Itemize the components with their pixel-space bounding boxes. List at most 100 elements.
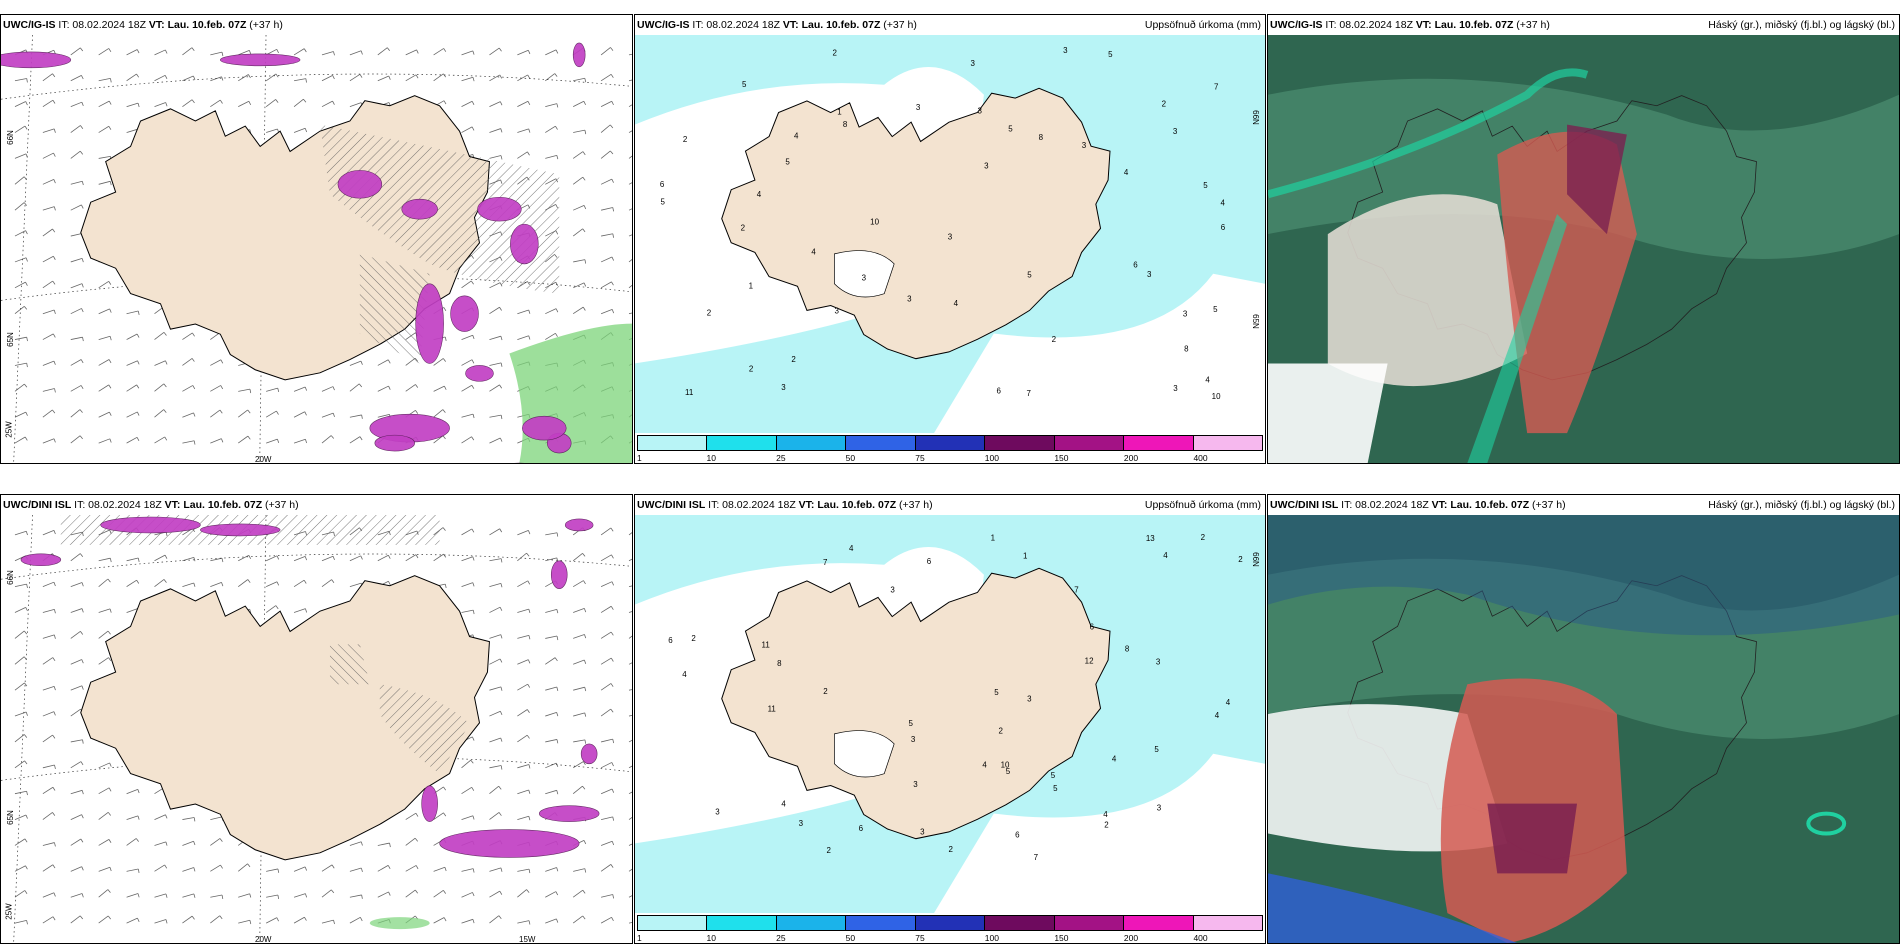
- lon-label-20w: 20W: [255, 455, 272, 464]
- precip-value: 5: [994, 688, 999, 697]
- high-cloud-dense: [1487, 803, 1578, 874]
- legend-ticks: 1 10 25 50 75 100 150 200 400: [637, 933, 1263, 943]
- legend-tick-label: 200: [1123, 453, 1139, 463]
- panel-title: Háský (gr.), miðský (fj.bl.) og lágský (…: [1708, 499, 1895, 511]
- snow-precip-blob: [538, 805, 600, 822]
- panel-header: UWC/DINI ISL IT: 08.02.2024 18Z VT: Lau.…: [1, 495, 632, 515]
- graticule: [1, 515, 632, 943]
- panel-title: Háský (gr.), miðský (fj.bl.) og lágský (…: [1708, 19, 1895, 31]
- precip-value-labels: 8584105333253432346234321351126731023456…: [660, 46, 1226, 401]
- legend-swatch: [638, 436, 708, 450]
- precip-value: 2: [826, 846, 831, 855]
- precip-value: 4: [1221, 198, 1226, 207]
- precip-value: 8: [1125, 645, 1130, 654]
- precip-value: 4: [849, 544, 854, 553]
- snow-precip-blob: [564, 518, 594, 532]
- legend-tick-label: 75: [915, 933, 925, 943]
- legend-swatch: [1193, 916, 1262, 930]
- precip-value: 6: [1090, 622, 1095, 631]
- panel-header: UWC/IG-IS IT: 08.02.2024 18Z VT: Lau. 10…: [1, 15, 632, 35]
- precip-value: 7: [1034, 853, 1039, 862]
- lon-label-25w: 25W: [4, 903, 14, 920]
- precip-value: 2: [683, 135, 688, 144]
- valid-time-label: VT: Lau. 10.feb. 07Z: [1415, 19, 1514, 31]
- iceland-land: [80, 575, 490, 861]
- precip-value: 5: [1154, 745, 1159, 754]
- lon-label-20w: 20W: [255, 935, 272, 944]
- precip-value: 3: [1156, 658, 1161, 667]
- precip-value: 5: [1008, 124, 1013, 133]
- valid-time-label: VT: Lau. 10.feb. 07Z: [164, 499, 263, 511]
- snow-precip-blob: [477, 196, 522, 222]
- legend-tick-label: 100: [984, 453, 999, 463]
- snow-hatch: [359, 253, 430, 364]
- legend-ticks: 1 10 25 50 75 100 150 200 400: [637, 453, 1263, 463]
- legend-swatch: [985, 436, 1055, 450]
- precip-value: 2: [1052, 335, 1057, 344]
- legend-tick-label: 400: [1193, 453, 1208, 463]
- precip-value: 4: [1205, 376, 1210, 385]
- lat-label-65n: 65N: [1251, 314, 1261, 329]
- panel-header: UWC/IG-IS IT: 08.02.2024 18Z VT: Lau. 10…: [635, 15, 1265, 35]
- legend-color-bar: [637, 435, 1263, 451]
- precip-value: 3: [911, 735, 916, 744]
- clear-area: [1327, 194, 1528, 387]
- precip-value: 5: [1051, 771, 1056, 780]
- precip-value: 6: [1221, 223, 1226, 232]
- precip-value: 3: [1063, 46, 1068, 55]
- high-cloud-band: [1467, 214, 1568, 463]
- precip-value: 3: [948, 233, 953, 242]
- glacier: [834, 730, 895, 778]
- model-label: UWC/DINI ISL: [637, 499, 706, 511]
- lead-label: (+37 h): [1532, 499, 1566, 511]
- valid-time-label: VT: Lau. 10.feb. 07Z: [1431, 499, 1530, 511]
- rain-area: [369, 917, 430, 930]
- legend-swatch: [1124, 436, 1194, 450]
- precip-value: 5: [1108, 50, 1113, 59]
- init-time-label: IT: 08.02.2024 18Z: [692, 19, 780, 31]
- valid-time-label: VT: Lau. 10.feb. 07Z: [148, 19, 247, 31]
- precip-value: 3: [1082, 141, 1087, 150]
- precip-value: 3: [978, 107, 983, 116]
- legend-tick-label: 50: [845, 453, 856, 463]
- precip-value: 7: [1074, 585, 1079, 594]
- precip-value: 5: [1053, 784, 1058, 793]
- snow-precip-blob: [401, 198, 438, 220]
- valid-time-label: VT: Lau. 10.feb. 07Z: [782, 19, 881, 31]
- legend-swatch: [707, 436, 777, 450]
- init-time-label: IT: 08.02.2024 18Z: [74, 499, 162, 511]
- precip-value: 5: [1027, 271, 1032, 280]
- precip-value: 4: [1112, 754, 1117, 763]
- precip-value: 5: [1213, 305, 1218, 314]
- high-cloud-band: [1268, 68, 1589, 199]
- lat-label-65n: 65N: [5, 332, 15, 347]
- precip-value: 3: [971, 59, 976, 68]
- map-cloud-cover: [1268, 515, 1899, 943]
- low-cloud-blue: [1268, 873, 1518, 943]
- precip-value: 13: [1146, 534, 1155, 543]
- map-wind-precip: [1, 35, 632, 463]
- precip-value: 2: [1104, 820, 1109, 829]
- precip-value: 4: [1124, 168, 1129, 177]
- precip-value: 3: [1173, 384, 1178, 393]
- precip-value: 6: [1133, 261, 1138, 270]
- high-cloud-dense: [1567, 124, 1627, 235]
- legend-swatch: [1193, 436, 1262, 450]
- lon-label-25w: 25W: [4, 421, 14, 438]
- lat-label-66n: 66N: [5, 130, 15, 145]
- snow-precip-blob: [510, 223, 539, 265]
- snow-precip-blob: [421, 785, 438, 822]
- panel-top-middle-precip: UWC/IG-IS IT: 08.02.2024 18Z VT: Lau. 10…: [634, 14, 1266, 464]
- precip-value: 6: [1015, 830, 1020, 839]
- legend-swatch: [638, 916, 708, 930]
- lead-label: (+37 h): [899, 499, 933, 511]
- snow-precip-blob: [580, 743, 598, 765]
- legend-swatch: [915, 436, 986, 450]
- precip-value: 1: [837, 107, 842, 116]
- precip-value: 2: [707, 308, 712, 317]
- precip-value: 2: [791, 355, 796, 364]
- precip-value: 6: [927, 557, 932, 566]
- init-time-label: IT: 08.02.2024 18Z: [58, 19, 146, 31]
- precip-value: 10: [1001, 761, 1010, 770]
- precip-legend: 1 10 25 50 75 100 150 200 400: [637, 913, 1263, 943]
